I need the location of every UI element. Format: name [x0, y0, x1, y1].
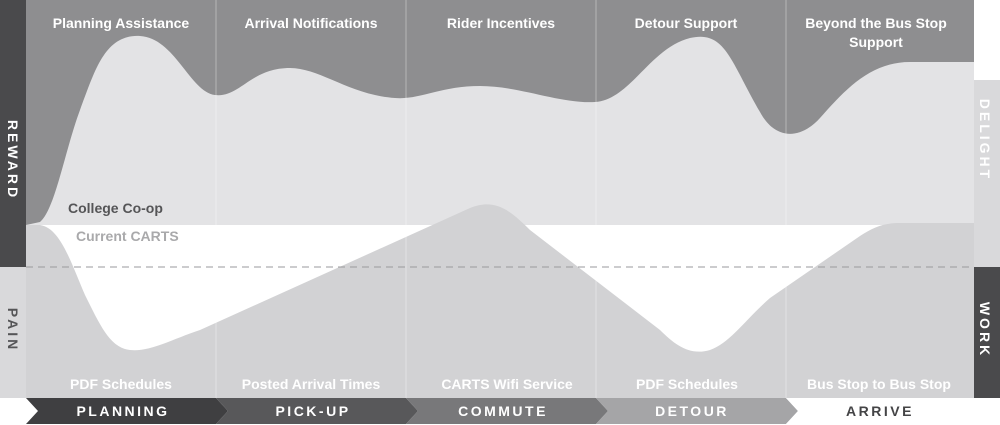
stage-chevron-bar: PLANNING PICK-UP COMMUTE DETOUR ARRIVE: [26, 398, 974, 424]
pain-axis-bar: [0, 267, 26, 398]
stage-label-pickup: PICK-UP: [275, 403, 350, 419]
top-label-planning: Planning Assistance: [53, 15, 190, 31]
stage-chevron-planning: [26, 398, 228, 424]
stage-chevron-arrive: [786, 398, 974, 424]
stage-label-planning: PLANNING: [76, 403, 169, 419]
college-coop-area: [26, 0, 974, 225]
reward-axis-label: REWARD: [5, 120, 21, 200]
top-label-detour: Detour Support: [635, 15, 738, 31]
top-label-arrive-line1: Beyond the Bus Stop: [805, 15, 947, 31]
bottom-label-detour: PDF Schedules: [636, 376, 738, 392]
top-label-commute: Rider Incentives: [447, 15, 555, 31]
bottom-label-planning: PDF Schedules: [70, 376, 172, 392]
delight-axis-label: DELIGHT: [977, 99, 993, 181]
top-label-pickup: Arrival Notifications: [244, 15, 377, 31]
current-carts-area: [26, 204, 974, 398]
reward-axis-bar: [0, 0, 26, 267]
pain-axis-label: PAIN: [5, 308, 21, 352]
stage-label-commute: COMMUTE: [458, 403, 548, 419]
stage-chevron-pickup: [216, 398, 418, 424]
stage-label-arrive: ARRIVE: [846, 403, 914, 419]
work-axis-label: WORK: [977, 302, 993, 358]
bottom-label-arrive: Bus Stop to Bus Stop: [807, 376, 951, 392]
stage-chevron-detour: [596, 398, 798, 424]
current-carts-label: Current CARTS: [76, 228, 179, 244]
bottom-current-labels: PDF Schedules Posted Arrival Times CARTS…: [70, 376, 951, 392]
college-coop-label: College Co-op: [68, 200, 163, 216]
bottom-label-pickup: Posted Arrival Times: [242, 376, 381, 392]
delight-axis-bar: [974, 80, 1000, 267]
stage-separators: [215, 0, 787, 398]
work-axis-bar: [974, 267, 1000, 398]
top-feature-labels: Planning Assistance Arrival Notification…: [53, 15, 947, 50]
bottom-label-commute: CARTS Wifi Service: [441, 376, 573, 392]
stage-label-detour: DETOUR: [655, 403, 729, 419]
stage-chevron-commute: [406, 398, 608, 424]
top-label-arrive-line2: Support: [849, 34, 903, 50]
